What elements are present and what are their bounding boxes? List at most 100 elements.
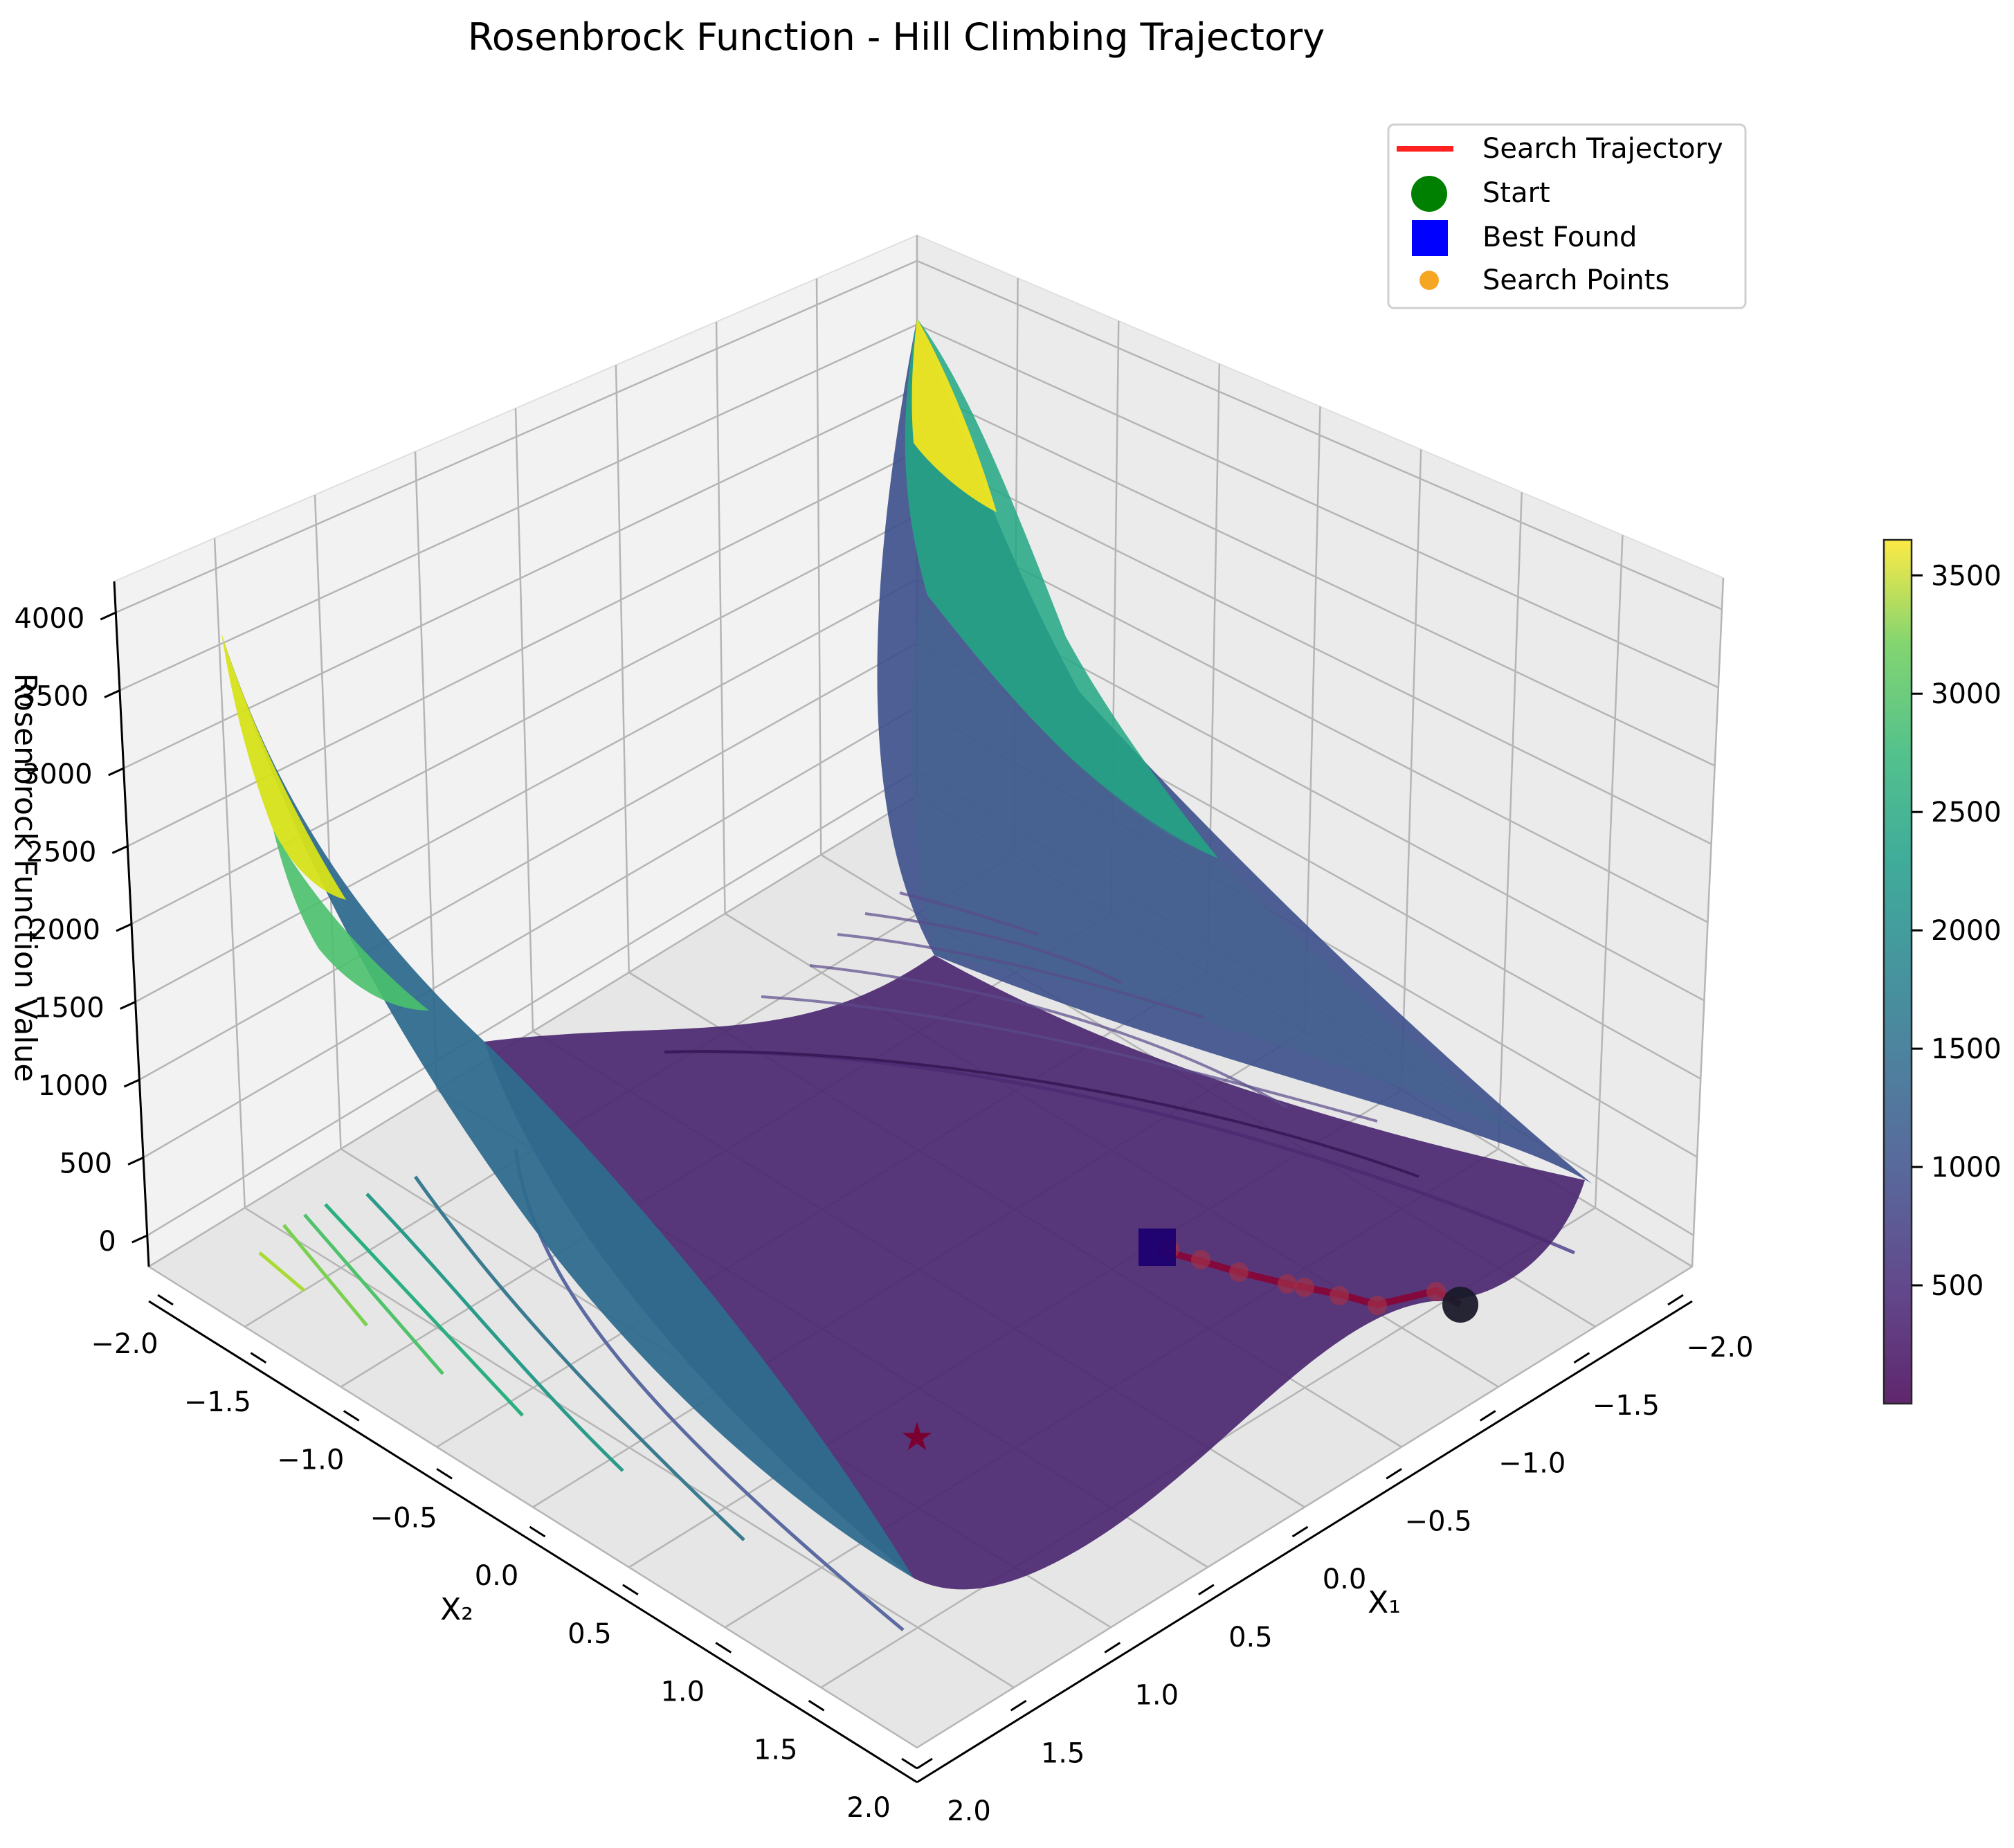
surface-right-mid xyxy=(911,595,1523,1135)
z-tick xyxy=(116,923,132,932)
x2-tick-label: 2.0 xyxy=(846,1792,891,1824)
surface-left-high xyxy=(221,633,346,900)
surface-right-high xyxy=(905,318,1218,858)
z-tick-label: 3000 xyxy=(22,759,93,790)
x1-tick xyxy=(1010,1699,1027,1712)
colorbar-ticks: 500 1000 1500 2000 2500 3000 3500 xyxy=(1912,560,2002,1302)
z-tick xyxy=(100,611,116,621)
z-tick-label: 1000 xyxy=(38,1070,109,1102)
search-trajectory-group: ★ xyxy=(900,1229,1478,1460)
colorbar-tick-label: 3000 xyxy=(1931,678,2002,710)
z-tick xyxy=(131,1234,148,1244)
search-point-marker xyxy=(1295,1278,1314,1297)
x1-tick-label: 2.0 xyxy=(947,1795,991,1827)
x2-tick xyxy=(343,1410,360,1422)
z-axis-label: Rosenbrock Function Value xyxy=(8,673,43,1082)
x2-tick xyxy=(715,1642,732,1654)
z-tick xyxy=(127,1157,144,1166)
search-point-marker xyxy=(1368,1296,1387,1315)
search-point-marker xyxy=(1330,1286,1349,1305)
z-tick-label: 3500 xyxy=(18,681,89,713)
contour-line xyxy=(282,1224,368,1327)
legend-best-swatch xyxy=(1412,220,1448,256)
x2-tick-label: −1.0 xyxy=(277,1444,344,1476)
x1-tick xyxy=(1198,1584,1215,1596)
z-tick-label: 500 xyxy=(60,1148,112,1180)
surface-contour xyxy=(809,964,1288,1109)
legend-best-label: Best Found xyxy=(1482,221,1637,253)
z-tick xyxy=(104,689,120,698)
chart-title: Rosenbrock Function - Hill Climbing Traj… xyxy=(468,15,1325,59)
surface-left-wing xyxy=(221,633,914,1578)
z-tick-label: 2000 xyxy=(30,914,100,946)
surface-contour xyxy=(761,995,1378,1123)
colorbar-tick-label: 3500 xyxy=(1931,560,2002,592)
surface-left-mid xyxy=(273,831,429,1011)
x1-tick xyxy=(1291,1525,1309,1538)
x2-tick xyxy=(529,1525,546,1538)
colorbar-tick-label: 1500 xyxy=(1931,1033,2002,1065)
rosenbrock-surface xyxy=(221,318,1592,1590)
x1-tick-label: −1.0 xyxy=(1498,1448,1566,1480)
contour-line xyxy=(365,1193,624,1472)
x2-tick xyxy=(250,1352,267,1364)
x1-tick xyxy=(1573,1352,1590,1364)
x1-tick-label: −2.0 xyxy=(1686,1332,1753,1364)
x2-tick-label: 1.0 xyxy=(660,1676,705,1708)
legend-search-points-label: Search Points xyxy=(1482,264,1669,296)
z-tick-label: 2500 xyxy=(26,837,97,869)
z-tick-label: 1500 xyxy=(34,993,105,1024)
start-marker xyxy=(1442,1287,1478,1323)
colorbar-tick-label: 1000 xyxy=(1931,1152,2002,1184)
colorbar-gradient xyxy=(1883,538,1913,1405)
z-tick-label: 0 xyxy=(98,1226,116,1258)
x2-axis-line xyxy=(148,1300,918,1784)
colorbar-tick-label: 2000 xyxy=(1931,915,2002,947)
x1-tick-label: 0.5 xyxy=(1228,1622,1273,1654)
x2-tick-label: −1.5 xyxy=(184,1386,251,1418)
legend-search-points-swatch xyxy=(1419,271,1439,290)
x1-tick xyxy=(1104,1642,1121,1654)
contour-line xyxy=(413,1175,745,1541)
x2-tick-label: 0.5 xyxy=(568,1618,612,1650)
legend-start-swatch xyxy=(1411,176,1447,212)
search-point-marker xyxy=(1191,1250,1210,1269)
contour-line xyxy=(258,1251,306,1292)
z-tick xyxy=(123,1078,140,1088)
x1-tick-label: 1.5 xyxy=(1041,1737,1085,1769)
x1-tick-label: −1.5 xyxy=(1593,1390,1660,1422)
x2-tick-label: −2.0 xyxy=(91,1328,158,1360)
surface-right-peak xyxy=(911,318,997,512)
x2-tick-label: −0.5 xyxy=(370,1502,437,1534)
search-point-marker xyxy=(1229,1262,1249,1282)
x1-tick-label: 1.0 xyxy=(1134,1680,1179,1712)
x1-tick xyxy=(916,1757,933,1770)
x2-tick xyxy=(808,1699,825,1712)
wall-grid-line xyxy=(115,260,1723,614)
search-point-marker xyxy=(1426,1282,1446,1301)
x1-tick xyxy=(1667,1294,1684,1306)
legend-box xyxy=(1387,123,1747,309)
x1-tick xyxy=(1386,1467,1402,1480)
colorbar-tick-label: 500 xyxy=(1931,1270,1984,1302)
floor-grid-line xyxy=(916,1265,1693,1749)
search-point-marker xyxy=(1278,1274,1297,1294)
contour-line xyxy=(303,1213,444,1375)
global-minimum-star: ★ xyxy=(900,1415,934,1460)
x2-tick xyxy=(436,1467,453,1480)
surface-contour xyxy=(837,933,1205,1019)
x1-axis-label: X₁ xyxy=(1368,1585,1401,1620)
legend-trajectory-label: Search Trajectory xyxy=(1482,133,1723,165)
z-tick xyxy=(108,767,125,777)
colorbar-tick-label: 2500 xyxy=(1931,797,2002,828)
x2-tick-label: 1.5 xyxy=(754,1734,798,1766)
contour-line xyxy=(324,1203,524,1417)
x1-tick-label: −0.5 xyxy=(1405,1505,1472,1537)
x1-tick xyxy=(1479,1410,1496,1422)
best-found-marker xyxy=(1138,1229,1176,1266)
surface-contour xyxy=(864,912,1122,984)
x2-tick-label: 0.0 xyxy=(475,1560,519,1592)
legend: Search Trajectory Start Best Found Searc… xyxy=(1387,123,1747,309)
x2-tick xyxy=(901,1757,918,1770)
